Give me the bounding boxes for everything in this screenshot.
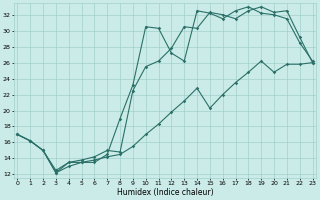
X-axis label: Humidex (Indice chaleur): Humidex (Indice chaleur) — [117, 188, 213, 197]
